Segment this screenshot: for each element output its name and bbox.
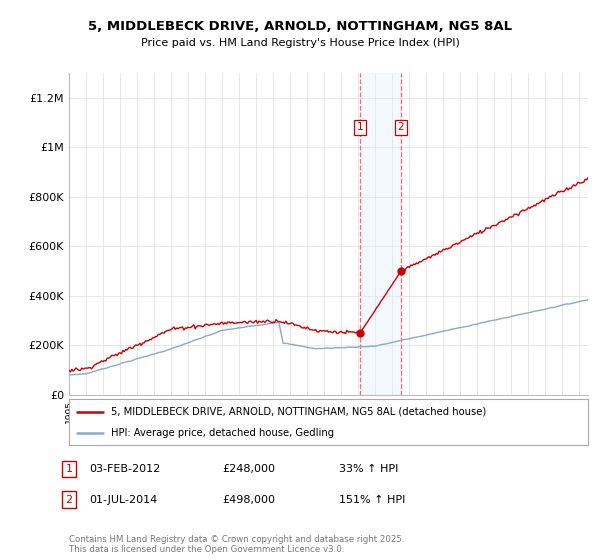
Text: 2: 2 xyxy=(398,122,404,132)
Text: HPI: Average price, detached house, Gedling: HPI: Average price, detached house, Gedl… xyxy=(110,428,334,438)
Text: 2: 2 xyxy=(65,494,73,505)
Text: Contains HM Land Registry data © Crown copyright and database right 2025.
This d: Contains HM Land Registry data © Crown c… xyxy=(69,535,404,554)
Text: £248,000: £248,000 xyxy=(222,464,275,474)
Text: 01-JUL-2014: 01-JUL-2014 xyxy=(89,494,157,505)
Bar xyxy=(360,73,401,395)
Text: 33% ↑ HPI: 33% ↑ HPI xyxy=(339,464,398,474)
Text: £498,000: £498,000 xyxy=(222,494,275,505)
Text: 1: 1 xyxy=(356,122,363,132)
Text: 1: 1 xyxy=(65,464,73,474)
Text: 03-FEB-2012: 03-FEB-2012 xyxy=(89,464,160,474)
Text: 5, MIDDLEBECK DRIVE, ARNOLD, NOTTINGHAM, NG5 8AL: 5, MIDDLEBECK DRIVE, ARNOLD, NOTTINGHAM,… xyxy=(88,20,512,32)
Text: Price paid vs. HM Land Registry's House Price Index (HPI): Price paid vs. HM Land Registry's House … xyxy=(140,38,460,48)
Text: 151% ↑ HPI: 151% ↑ HPI xyxy=(339,494,406,505)
Text: 5, MIDDLEBECK DRIVE, ARNOLD, NOTTINGHAM, NG5 8AL (detached house): 5, MIDDLEBECK DRIVE, ARNOLD, NOTTINGHAM,… xyxy=(110,407,486,417)
